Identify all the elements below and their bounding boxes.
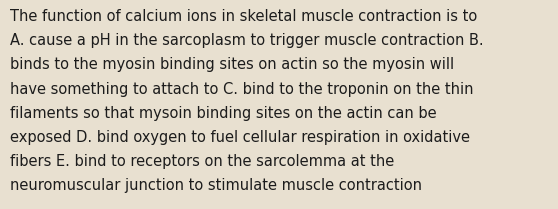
Text: filaments so that mysoin binding sites on the actin can be: filaments so that mysoin binding sites o… xyxy=(10,106,437,121)
Text: A. cause a pH in the sarcoplasm to trigger muscle contraction B.: A. cause a pH in the sarcoplasm to trigg… xyxy=(10,33,484,48)
Text: binds to the myosin binding sites on actin so the myosin will: binds to the myosin binding sites on act… xyxy=(10,57,454,73)
Text: fibers E. bind to receptors on the sarcolemma at the: fibers E. bind to receptors on the sarco… xyxy=(10,154,395,169)
Text: exposed D. bind oxygen to fuel cellular respiration in oxidative: exposed D. bind oxygen to fuel cellular … xyxy=(10,130,470,145)
Text: have something to attach to C. bind to the troponin on the thin: have something to attach to C. bind to t… xyxy=(10,82,474,97)
Text: neuromuscular junction to stimulate muscle contraction: neuromuscular junction to stimulate musc… xyxy=(10,178,422,193)
Text: The function of calcium ions in skeletal muscle contraction is to: The function of calcium ions in skeletal… xyxy=(10,9,477,24)
